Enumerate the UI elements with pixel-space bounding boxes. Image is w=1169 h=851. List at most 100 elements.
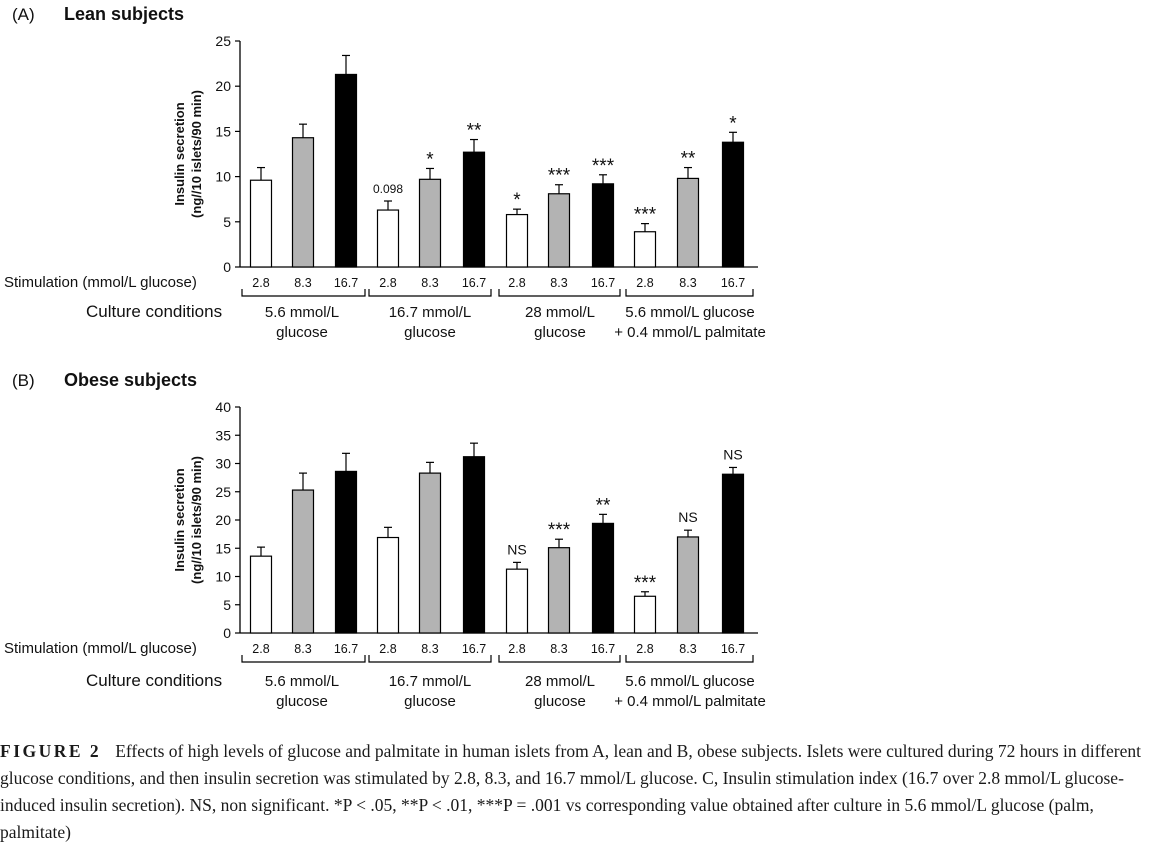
y-tick-label: 15 [215,540,231,556]
significance-label: NS [507,541,526,557]
y-tick-label: 5 [223,214,231,230]
stimulation-label: 16.7 [721,642,745,656]
significance-label: 0.098 [373,182,403,196]
bar [547,193,571,268]
culture-conditions-title: Culture conditions [86,302,222,321]
y-tick-label: 20 [215,78,231,94]
culture-condition-label: glucose [534,693,586,710]
y-tick-label: 35 [215,427,231,443]
bar [505,568,529,634]
stimulation-label: 16.7 [591,276,615,290]
figure-canvas: (A) Lean subjects 0 5 10 15 20 25 Insulin secret… [4,4,766,710]
culture-conditions-title: Culture conditions [86,671,222,690]
bar [591,183,615,268]
culture-condition-label: glucose [276,693,328,710]
y-tick-label: 5 [223,597,231,613]
stimulation-label: 16.7 [462,276,486,290]
y-axis-label: Insulin secretion [172,102,187,205]
y-tick-label: 40 [215,399,231,415]
group-bracket [625,655,754,663]
significance-label: *** [634,573,657,594]
bar [633,595,657,634]
culture-condition-label: + 0.4 mmol/L palmitate [614,693,766,710]
bar [334,470,358,634]
significance-label: *** [634,205,657,226]
culture-condition-label: glucose [404,693,456,710]
panel-label: (B) [12,371,35,390]
culture-condition-label: glucose [534,324,586,341]
significance-label: * [513,190,521,211]
stimulation-title: Stimulation (mmol/L glucose) [4,274,197,291]
culture-condition-label: 5.6 mmol/L glucose [625,673,755,690]
stimulation-label: 16.7 [334,642,358,656]
figure-caption: FIGURE 2 Effects of high levels of glucos… [0,738,1160,846]
culture-condition-label: 16.7 mmol/L [389,673,472,690]
significance-label: ** [681,149,696,170]
bar [249,179,273,268]
significance-label: * [729,113,737,134]
stimulation-title: Stimulation (mmol/L glucose) [4,640,197,657]
culture-condition-label: glucose [276,324,328,341]
significance-label: NS [678,509,697,525]
bar [591,522,615,634]
y-tick-label: 15 [215,123,231,139]
culture-condition-label: 16.7 mmol/L [389,304,472,321]
stimulation-label: 16.7 [462,642,486,656]
significance-label: * [426,149,434,170]
y-axis-label-units: (ng//10 islets/90 min) [189,90,204,218]
panel-title: Obese subjects [64,370,197,390]
bar [418,472,442,634]
stimulation-label: 2.8 [252,642,269,656]
group-bracket [368,655,492,663]
bar [291,137,315,268]
y-axis-label: Insulin secretion [172,468,187,571]
y-tick-label: 25 [215,33,231,49]
stimulation-label: 16.7 [721,276,745,290]
bar [334,73,358,268]
significance-label: NS [723,446,742,462]
bar [462,151,486,268]
bar [249,555,273,634]
bar [676,177,700,268]
y-tick-label: 25 [215,484,231,500]
culture-condition-label: 5.6 mmol/L glucose [625,304,755,321]
bar [376,536,400,634]
stimulation-label: 8.3 [679,276,696,290]
stimulation-label: 8.3 [294,276,311,290]
culture-condition-label: glucose [404,324,456,341]
stimulation-label: 2.8 [636,642,653,656]
stimulation-label: 2.8 [379,642,396,656]
group-bracket [368,289,492,297]
group-bracket [241,289,366,297]
bar [462,456,486,634]
stimulation-label: 16.7 [334,276,358,290]
stimulation-label: 8.3 [679,642,696,656]
bar [505,213,529,268]
stimulation-label: 2.8 [252,276,269,290]
caption-text: Effects of high levels of glucose and pa… [0,741,1141,842]
bar [376,209,400,268]
bar [721,141,745,268]
culture-condition-label: 28 mmol/L [525,304,595,321]
stimulation-label: 8.3 [421,276,438,290]
culture-condition-label: 28 mmol/L [525,673,595,690]
y-tick-label: 10 [215,569,231,585]
bar [676,536,700,634]
significance-label: ** [467,121,482,142]
panel-obese: (B) Obese subjects 0 5 10 15 20 25 30 35 40 Insulin… [4,370,766,710]
stimulation-label: 8.3 [550,276,567,290]
panel-lean: (A) Lean subjects 0 5 10 15 20 25 Insulin secret… [4,4,766,341]
stimulation-label: 8.3 [550,642,567,656]
panel-title: Lean subjects [64,4,184,24]
culture-condition-label: 5.6 mmol/L [265,304,339,321]
group-bracket [241,655,366,663]
significance-label: *** [592,156,615,177]
stimulation-label: 2.8 [379,276,396,290]
bar [721,473,745,634]
y-tick-label: 0 [223,625,231,641]
stimulation-label: 2.8 [508,276,525,290]
significance-label: *** [548,520,571,541]
culture-condition-label: 5.6 mmol/L [265,673,339,690]
y-tick-label: 0 [223,259,231,275]
group-bracket [625,289,754,297]
